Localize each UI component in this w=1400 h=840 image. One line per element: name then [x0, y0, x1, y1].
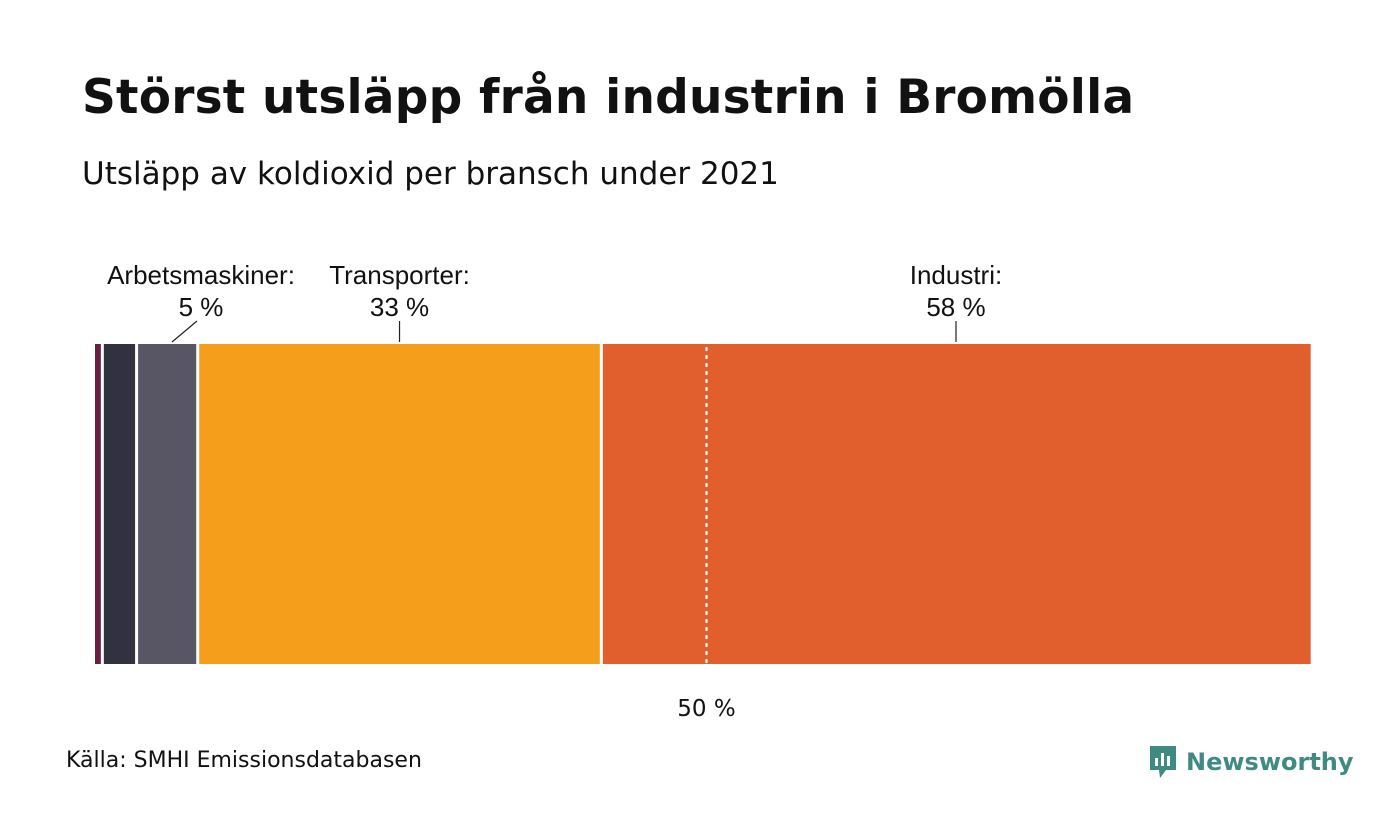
bar-segment-1	[102, 344, 137, 664]
chart-title: Störst utsläpp från industrin i Bromölla	[82, 70, 1135, 125]
segment-value-transporter: 33 %	[370, 292, 429, 322]
brand-logo: Newsworthy	[1148, 744, 1354, 780]
segment-label-transporter: Transporter:	[329, 260, 470, 290]
segment-label-industri: Industri:	[910, 260, 1003, 290]
segment-value-arbetsmaskiner: 5 %	[179, 292, 224, 322]
segment-value-industri: 58 %	[926, 292, 985, 322]
newsworthy-icon	[1150, 746, 1176, 778]
segment-label-arbetsmaskiner: Arbetsmaskiner:	[107, 260, 295, 290]
reference-line-label: 50 %	[677, 696, 735, 722]
bar-segment-0	[95, 344, 103, 664]
bar-segment-3	[197, 344, 602, 664]
source-note: Källa: SMHI Emissionsdatabasen	[66, 748, 422, 773]
bar-segment-2	[136, 344, 198, 664]
label-leader-arbetsmaskiner	[171, 320, 198, 343]
bar-segment-4	[601, 344, 1311, 664]
chart-subtitle: Utsläpp av koldioxid per bransch under 2…	[82, 156, 779, 192]
brand-name: Newsworthy	[1186, 748, 1354, 776]
